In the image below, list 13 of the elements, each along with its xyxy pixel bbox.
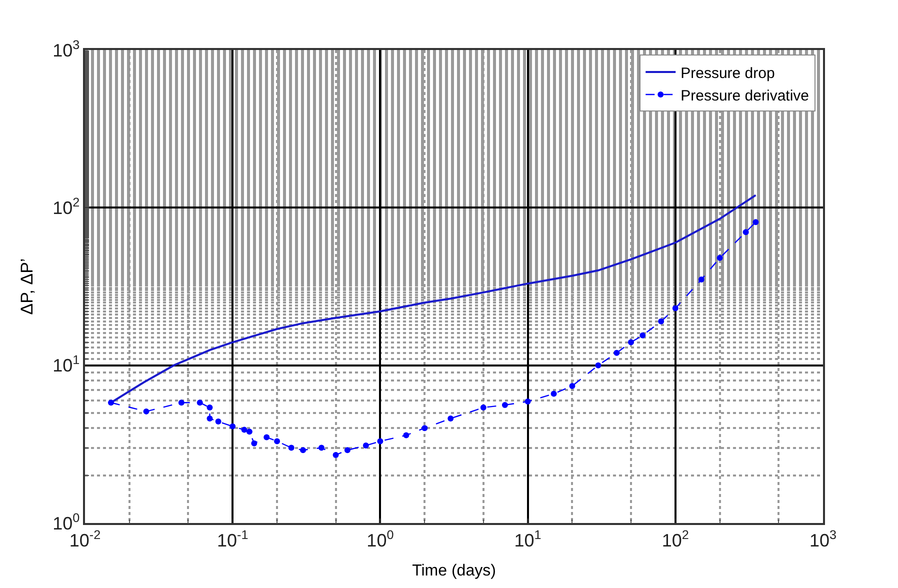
legend-label: Pressure drop: [680, 64, 775, 82]
y-axis-title: ΔP, ΔP’: [18, 258, 37, 315]
y-tick-label: 10$^{0}$: [52, 510, 80, 534]
x-axis-title: Time (days): [412, 562, 496, 580]
legend-label: Pressure derivative: [680, 87, 810, 104]
y-tick-label: 10$^{1}$: [52, 353, 80, 376]
y-tick-label: 10$^{2}$: [52, 195, 80, 218]
x-tick-label: 10$^{2}$: [662, 528, 689, 550]
y-tick-label: 10$^{3}$: [52, 38, 80, 60]
x-tick-label: 10$^{3}$: [809, 528, 837, 550]
x-tick-label: 10$^{0}$: [366, 528, 394, 550]
x-tick-label: 10$^{-1}$: [216, 528, 248, 550]
x-tick-label: 10$^{1}$: [514, 528, 542, 550]
